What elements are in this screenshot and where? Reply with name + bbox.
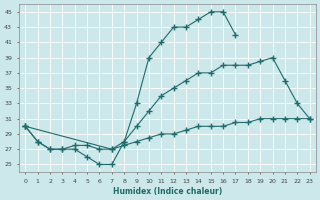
X-axis label: Humidex (Indice chaleur): Humidex (Indice chaleur): [113, 187, 222, 196]
